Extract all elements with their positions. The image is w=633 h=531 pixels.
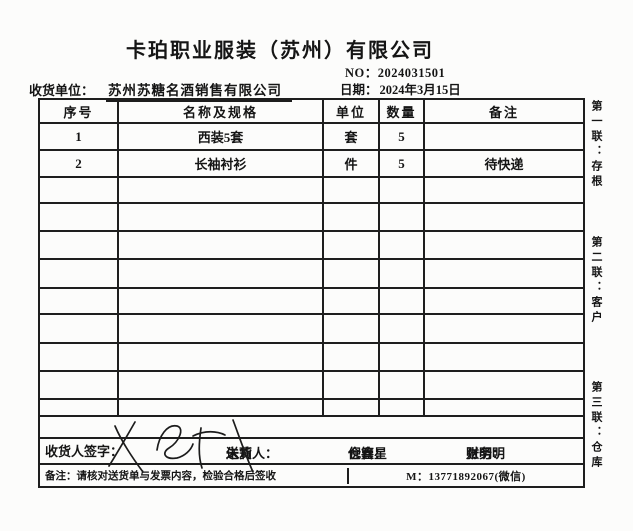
cell-qty [378,230,425,260]
cell-name: 长袖衬衫 [117,149,324,178]
doc-date-value: 2024年3月15日 [377,83,469,100]
cell-remark [423,176,585,204]
table-row: 1 西装5套 套 5 [38,122,585,151]
side-label-copy2: 第二联：客户 [590,236,602,326]
cell-qty: 5 [378,122,425,151]
signature-row: 收货人签字： 送货人： 朱莉 仓管： 倪鑫星 财务： 张明明 [38,437,585,465]
cell-remark [423,287,585,315]
cell-unit: 件 [322,149,380,178]
finance-label: 财务： [466,446,506,461]
doc-number-line: NO：2024031501 [345,62,445,81]
footer-row: 备注：请核对送货单与发票内容，检验合格后签收 M：13771892067(微信) [38,463,585,488]
cell-seq [38,258,119,289]
cell-name [117,287,324,315]
cell-name [117,258,324,289]
cell-qty [378,398,425,417]
cell-name [117,370,324,400]
cell-name [117,176,324,204]
column-header-unit: 单位 [322,98,380,124]
cell-seq [38,313,119,344]
cell-seq [38,287,119,315]
finance-value: 张明明 [466,446,506,461]
cell-unit [322,370,380,400]
cell-unit [322,202,380,232]
items-table: 序号 名称及规格 单位 数量 备注 1 西装5套 套 5 2 长袖衬衫 件 5 … [38,98,585,488]
cell-remark [423,370,585,400]
cell-unit [322,176,380,204]
cell-unit [322,287,380,315]
cell-name [117,313,324,344]
cell-remark: 待快递 [423,149,585,178]
footer-cell: 备注：请核对送货单与发票内容，检验合格后签收 M：13771892067(微信) [38,463,585,488]
cell-seq [38,398,119,417]
warehouse-value: 倪鑫星 [348,446,388,461]
cell-seq [38,230,119,260]
cell-qty [378,258,425,289]
cell-qty [378,176,425,204]
column-header-qty: 数量 [378,98,425,124]
cell-unit [322,258,380,289]
cell-seq [38,176,119,204]
cell-qty [378,370,425,400]
remark-note: 备注：请核对送货单与发票内容，检验合格后签收 [41,467,349,484]
contact-phone: M：13771892067(微信) [406,470,526,483]
table-row [38,258,585,289]
cell-qty [378,202,425,232]
consignee-label: 收货单位： [29,83,95,98]
doc-number-value: 2024031501 [377,66,446,80]
cell-remark [423,202,585,232]
page-title: 卡珀职业服装（苏州）有限公司 [126,40,434,62]
cell-remark [423,122,585,151]
table-row [38,176,585,204]
table-row [38,342,585,372]
doc-date-line: 日期： 2024年3月15日 [340,79,469,100]
column-header-name: 名称及规格 [117,98,324,124]
cell-qty: 5 [378,149,425,178]
cell-remark [423,313,585,344]
side-label-copy1: 第一联：存根 [590,100,602,190]
cell-remark [423,230,585,260]
cell-unit [322,342,380,372]
table-header-row: 序号 名称及规格 单位 数量 备注 [38,98,585,124]
cell-seq: 2 [38,149,119,178]
cell-unit [322,230,380,260]
warehouse-label: 仓管： [348,446,388,461]
empty-strip-cell [38,415,585,439]
cell-unit [322,398,380,417]
cell-seq: 1 [38,122,119,151]
cell-remark [423,398,585,417]
cell-unit [322,313,380,344]
doc-number-label: NO： [345,66,378,80]
cell-seq [38,202,119,232]
column-header-remark: 备注 [423,98,585,124]
signature-cell: 收货人签字： 送货人： 朱莉 仓管： 倪鑫星 财务： 张明明 [38,437,585,465]
table-row: 2 长袖衬衫 件 5 待快递 [38,149,585,178]
cell-remark [423,258,585,289]
cell-name [117,230,324,260]
receiver-signature-label: 收货人签字： [45,444,124,459]
cell-qty [378,287,425,315]
cell-name [117,398,324,417]
cell-seq [38,342,119,372]
cell-seq [38,370,119,400]
side-label-copy3: 第三联：仓库 [590,381,602,471]
cell-name [117,342,324,372]
table-row [38,202,585,232]
cell-name: 西装5套 [117,122,324,151]
cell-qty [378,313,425,344]
cell-name [117,202,324,232]
table-row [38,313,585,344]
table-row [38,398,585,417]
empty-strip-row [38,415,585,439]
column-header-seq: 序号 [38,98,119,124]
cell-remark [423,342,585,372]
table-row [38,287,585,315]
cell-unit: 套 [322,122,380,151]
deliverer-value: 朱莉 [226,446,253,461]
table-row [38,370,585,400]
doc-date-label: 日期： [340,83,378,97]
cell-qty [378,342,425,372]
table-row [38,230,585,260]
